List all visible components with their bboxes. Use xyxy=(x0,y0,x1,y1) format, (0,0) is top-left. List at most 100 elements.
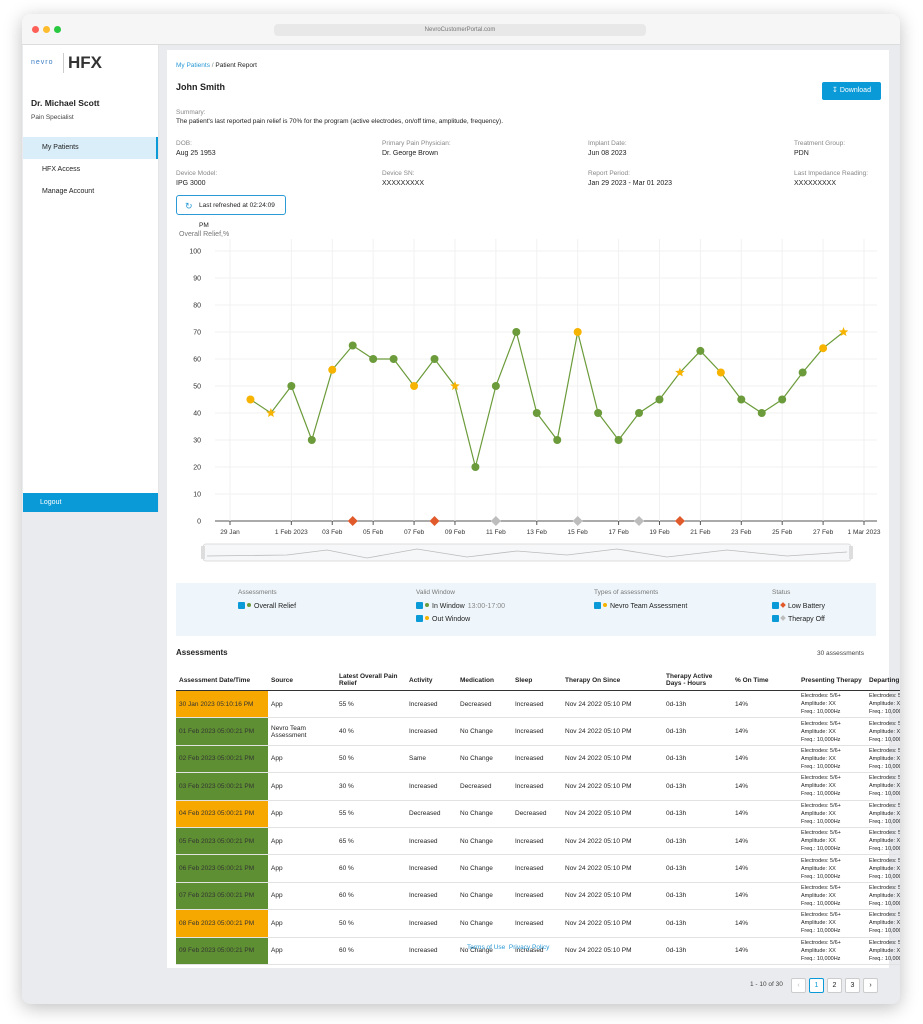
x-tick-label: 19 Feb xyxy=(649,529,670,536)
table-cell: 0d-13h xyxy=(663,909,732,938)
close-button[interactable] xyxy=(32,26,39,33)
table-cell: Nov 24 2022 05:10 PM xyxy=(562,717,663,746)
therapy-line: Freq.: 10,000Hz xyxy=(801,846,841,853)
legend-label: Out Window xyxy=(432,616,471,623)
legend-checkbox[interactable] xyxy=(772,615,779,622)
x-tick-label: 17 Feb xyxy=(608,529,629,536)
column-header[interactable]: Sleep xyxy=(512,670,562,691)
column-header[interactable]: Therapy On Since xyxy=(562,670,663,691)
slider-handle[interactable] xyxy=(201,546,205,559)
nav-item[interactable]: Manage Account xyxy=(42,188,95,195)
legend-item: Therapy Off xyxy=(772,615,825,623)
page-prev[interactable]: ‹ xyxy=(791,978,806,993)
therapy-line: Freq.: 10,000Hz xyxy=(869,736,900,743)
column-header-label: % On Time xyxy=(735,676,769,684)
table-cell: App xyxy=(268,690,336,719)
column-header-label: Latest Overall Pain Relief xyxy=(339,673,398,687)
breadcrumb-link[interactable]: My Patients xyxy=(176,62,210,69)
assessment-point xyxy=(410,382,419,390)
page-button[interactable]: 1 xyxy=(809,978,824,993)
column-header[interactable]: Medication xyxy=(457,670,512,691)
breadcrumb: My Patients / Patient Report xyxy=(176,62,257,69)
column-header[interactable]: Presenting Therapy xyxy=(798,670,866,691)
nav-item[interactable]: My Patients xyxy=(23,137,158,159)
browser-toolbar: NevroCustomerPortal.com xyxy=(22,14,900,45)
address-bar[interactable]: NevroCustomerPortal.com xyxy=(274,24,646,36)
legend-checkbox[interactable] xyxy=(594,602,601,609)
therapy-line: Freq.: 10,000Hz xyxy=(801,709,841,716)
column-header[interactable]: Departing Therapy xyxy=(866,670,900,691)
table-cell: 60 % xyxy=(336,937,406,965)
table-cell: 0d-13h xyxy=(663,772,732,801)
footer-link[interactable]: Terms of Use xyxy=(467,944,506,951)
table-cell: 08 Feb 2023 05:00:21 PM xyxy=(176,909,268,938)
table-row: 03 Feb 2023 05:00:21 PM App 30 % Increased D… xyxy=(176,772,900,801)
legend-group-title: Assessments xyxy=(238,589,277,596)
status-event xyxy=(572,516,583,526)
patient-name: John Smith xyxy=(176,82,225,92)
refresh-label: Last refreshed at 02:24:09 PM xyxy=(199,202,275,229)
refresh-button[interactable]: ↻ Last refreshed at 02:24:09 PM xyxy=(176,195,286,229)
therapy-line: Electrodes: 5/6+ xyxy=(801,884,841,891)
footer-link[interactable]: Privacy Policy xyxy=(508,944,550,951)
therapy-line: Freq.: 10,000Hz xyxy=(801,873,841,880)
column-header[interactable]: Source xyxy=(268,670,336,691)
therapy-line: Electrodes: 5/6+ xyxy=(801,802,841,809)
column-header-label: Departing Therapy xyxy=(869,676,900,684)
slider-handle[interactable] xyxy=(849,546,853,559)
table-cell: Nov 24 2022 05:10 PM xyxy=(562,690,663,719)
legend-checkbox[interactable] xyxy=(772,602,779,609)
download-button[interactable]: ↧ Download xyxy=(822,82,881,100)
table-cell: 30 % xyxy=(336,772,406,801)
zoom-button[interactable] xyxy=(54,26,61,33)
legend-checkbox[interactable] xyxy=(416,615,423,622)
page-next[interactable]: › xyxy=(863,978,878,993)
x-tick-label: 07 Feb xyxy=(404,529,425,536)
therapy-line: Freq.: 10,000Hz xyxy=(801,791,841,798)
table-cell: 60 % xyxy=(336,854,406,883)
therapy-line: Amplitude: XX xyxy=(801,865,836,872)
therapy-line: Freq.: 10,000Hz xyxy=(869,900,900,907)
column-header[interactable]: % On Time xyxy=(732,670,798,691)
column-header[interactable]: Latest Overall Pain Relief xyxy=(336,670,406,691)
table-cell: Increased xyxy=(512,882,562,911)
legend-checkbox[interactable] xyxy=(416,602,423,609)
legend-checkbox[interactable] xyxy=(238,602,245,609)
column-header-label: Medication xyxy=(460,676,494,684)
legend-item: Out Window xyxy=(416,615,470,623)
column-header[interactable]: Assessment Date/Time xyxy=(176,670,268,691)
minimize-button[interactable] xyxy=(43,26,50,33)
therapy-line: Freq.: 10,000Hz xyxy=(801,955,841,962)
table-cell: 14% xyxy=(732,827,798,856)
legend-label: Nevro Team Assessment xyxy=(610,603,688,610)
assessment-point xyxy=(348,341,357,350)
assessment-point xyxy=(307,436,316,444)
legend-swatch xyxy=(603,603,607,607)
assessment-point xyxy=(716,368,725,377)
therapy-line: Amplitude: XX xyxy=(801,728,836,735)
x-tick-label: 1 Feb 2023 xyxy=(275,529,308,536)
status-event xyxy=(634,516,645,526)
column-header[interactable]: Activity xyxy=(406,670,457,691)
column-header[interactable]: Therapy Active Days - Hours xyxy=(663,670,732,691)
table-cell: Nov 24 2022 05:10 PM xyxy=(562,854,663,883)
field-label: Last Impedance Reading: xyxy=(794,170,869,177)
assessment-point xyxy=(819,344,828,353)
page-button[interactable]: 2 xyxy=(827,978,842,993)
field-label: Treatment Group: xyxy=(794,140,846,147)
chart-legend: Assessments Overall Relief Valid Window In … xyxy=(176,583,876,636)
assessment-point xyxy=(696,346,705,355)
table-cell: 60 % xyxy=(336,882,406,911)
therapy-line: Freq.: 10,000Hz xyxy=(801,818,841,825)
therapy-line: Amplitude: XX xyxy=(801,838,836,845)
nav-item[interactable]: HFX Access xyxy=(42,166,81,173)
logout-button[interactable]: Logout xyxy=(23,493,158,512)
page-button[interactable]: 3 xyxy=(845,978,860,993)
